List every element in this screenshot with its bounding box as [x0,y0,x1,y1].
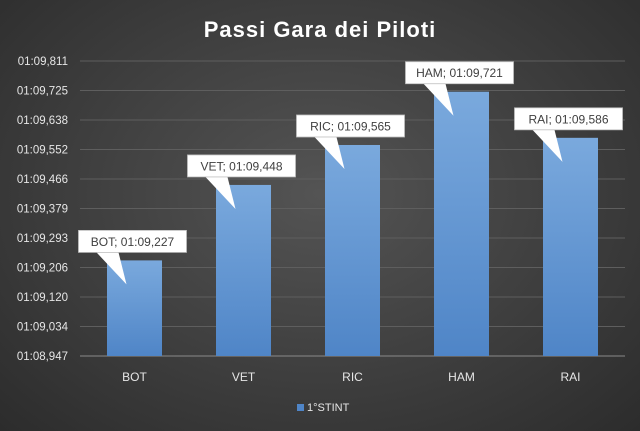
y-tick-label: 01:09,379 [17,204,68,216]
y-tick-label: 01:09,034 [17,322,69,334]
data-label: RAI; 01:09,586 [514,107,623,162]
svg-text:HAM; 01:09,721: HAM; 01:09,721 [416,66,503,80]
chart-title: Passi Gara dei Piloti [204,17,437,42]
y-tick-label: 01:09,466 [17,174,68,186]
y-tick-label: 01:09,638 [17,115,68,127]
svg-text:VET; 01:09,448: VET; 01:09,448 [200,159,282,173]
y-tick-label: 01:09,552 [17,145,68,157]
y-tick-label: 01:08,947 [17,351,68,363]
bar-rai [543,137,598,356]
svg-text:RIC; 01:09,565: RIC; 01:09,565 [310,119,391,133]
y-tick-label: 01:09,293 [17,233,68,245]
data-label: RIC; 01:09,565 [296,114,405,169]
x-tick-label: BOT [122,370,147,384]
svg-text:BOT; 01:09,227: BOT; 01:09,227 [91,235,175,249]
y-tick-label: 01:09,120 [17,292,68,304]
legend-swatch [297,404,304,411]
bar-ric [325,144,380,356]
legend: 1°STINT [297,402,350,414]
y-tick-label: 01:09,811 [18,56,68,68]
y-tick-label: 01:09,206 [17,263,68,275]
data-label: HAM; 01:09,721 [405,61,514,116]
x-tick-label: HAM [448,370,475,384]
data-label: BOT; 01:09,227 [78,229,187,285]
y-tick-label: 01:09,725 [17,86,68,98]
legend-label: 1°STINT [307,402,350,414]
x-tick-label: RIC [342,370,363,384]
bar-bot [107,260,162,356]
data-label: VET; 01:09,448 [187,154,296,209]
x-tick-label: VET [232,370,256,384]
bar-vet [216,184,271,356]
x-tick-label: RAI [560,370,580,384]
svg-text:RAI; 01:09,586: RAI; 01:09,586 [528,112,608,126]
bar-ham [434,91,489,357]
